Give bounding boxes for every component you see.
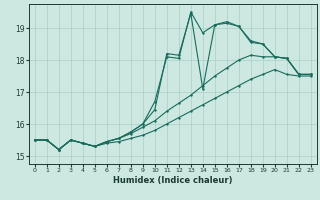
X-axis label: Humidex (Indice chaleur): Humidex (Indice chaleur): [113, 176, 233, 185]
